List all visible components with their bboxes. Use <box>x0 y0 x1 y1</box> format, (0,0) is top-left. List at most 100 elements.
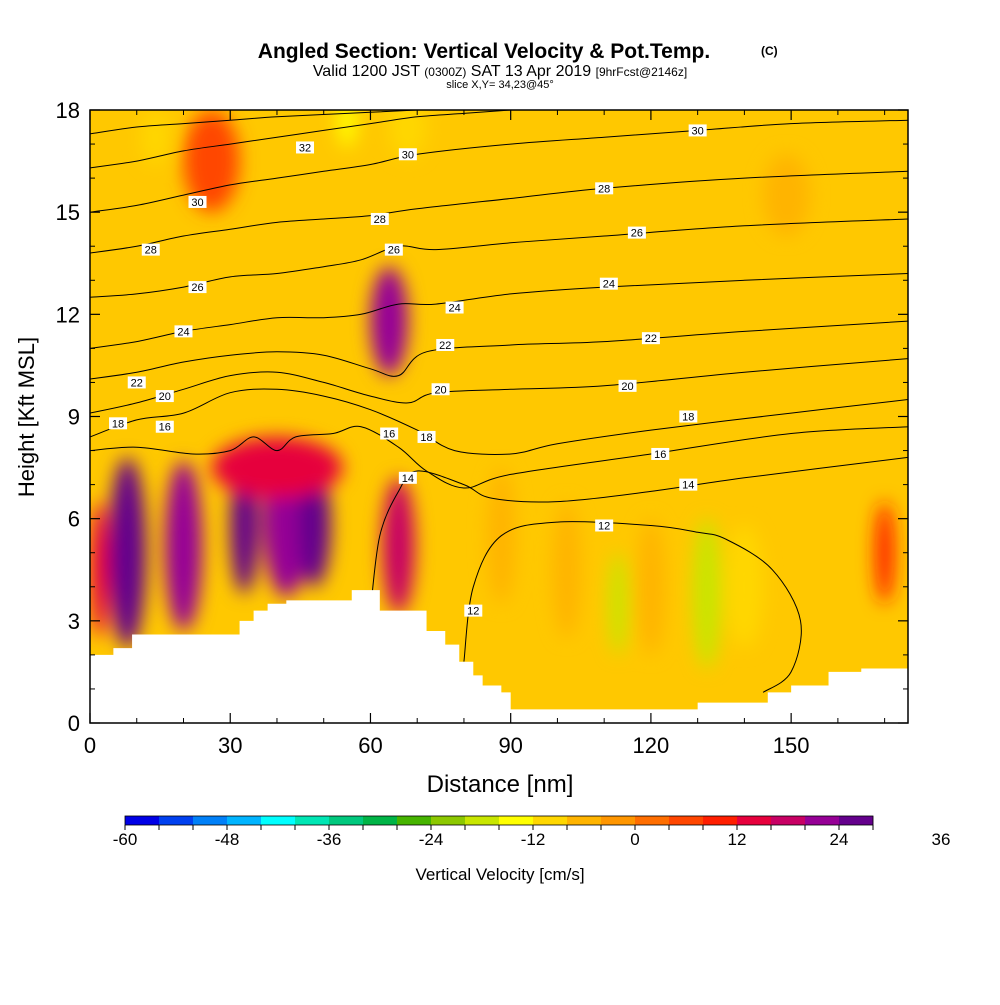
contour-label-bg <box>679 410 698 423</box>
colorbar-tick-label: 0 <box>630 830 639 849</box>
contour-label: 28 <box>145 245 157 257</box>
contour-label: 14 <box>682 480 694 492</box>
contour-label: 20 <box>621 381 633 393</box>
velocity-cell <box>108 457 147 649</box>
y-tick-label: 0 <box>68 711 80 736</box>
axes: 0 30 60 90 120 150 0 3 6 9 12 15 18 <box>56 98 908 758</box>
contour-label-bg <box>155 420 174 433</box>
chart-subtitle: Valid 1200 JST (0300Z) SAT 13 Apr 2019 [… <box>313 63 687 80</box>
contour-label: 12 <box>598 520 610 532</box>
velocity-cell <box>636 518 665 655</box>
chart-title: Angled Section: Vertical Velocity & Pot.… <box>258 40 710 63</box>
x-tick-label: 60 <box>358 733 382 758</box>
colorbar-swatch <box>737 816 772 825</box>
contour-label-bg <box>679 478 698 491</box>
y-tick-label: 6 <box>68 507 80 532</box>
colorbar-swatch <box>771 816 806 825</box>
colorbar-swatch <box>669 816 704 825</box>
colorbar-swatch <box>125 816 160 825</box>
contour-label-bg <box>464 604 483 617</box>
contour-label-bg <box>296 141 315 154</box>
contour-label: 12 <box>467 606 479 618</box>
contour-label: 30 <box>402 149 414 161</box>
colorbar-swatch <box>567 816 602 825</box>
contour-label-bg <box>155 390 174 403</box>
y-tick-label: 15 <box>56 200 80 225</box>
colorbar-tick-label: 12 <box>728 830 747 849</box>
x-tick-label: 0 <box>84 733 96 758</box>
theta-contour-14 <box>370 456 908 611</box>
y-tick-label: 9 <box>68 405 80 430</box>
contour-label-bg <box>445 301 464 314</box>
contour-label: 24 <box>177 326 189 338</box>
contour-label: 22 <box>131 377 143 389</box>
velocity-cell <box>875 501 894 604</box>
colorbar-swatch <box>329 816 364 825</box>
colorbar-tick-label: 36 <box>932 830 951 849</box>
x-tick-label: 90 <box>498 733 522 758</box>
plot-area: 12 12 14 14 16 16 16 18 18 18 20 20 20 22 22 22 24 24 24 26… <box>90 110 908 723</box>
chart-title-units: (C) <box>761 44 778 58</box>
contour-label-bg <box>141 243 160 256</box>
colorbar-tick-label: -12 <box>521 830 546 849</box>
colorbar-swatch <box>601 816 636 825</box>
contour-label-bg <box>188 195 207 208</box>
y-tick-label: 12 <box>56 302 80 327</box>
velocity-cell <box>389 110 427 158</box>
contour-label: 20 <box>159 391 171 403</box>
colorbar-swatch <box>703 816 738 825</box>
colorbar-tick-label: -24 <box>419 830 444 849</box>
contour-label-bg <box>417 430 436 443</box>
velocity-cell <box>725 525 764 649</box>
velocity-cell <box>183 110 240 213</box>
contour-label: 26 <box>388 245 400 257</box>
velocity-cell <box>552 501 581 638</box>
theta-contour-30 <box>90 119 908 213</box>
contour-label-bg <box>127 376 146 389</box>
contour-label: 26 <box>631 228 643 240</box>
contour-label-bg <box>174 325 193 338</box>
colorbar-swatch <box>227 816 262 825</box>
contour-label: 16 <box>654 449 666 461</box>
contour-label-bg <box>599 277 618 290</box>
colorbar-swatch <box>635 816 670 825</box>
contour-label: 24 <box>603 279 615 291</box>
contour-label-bg <box>595 519 614 532</box>
contour-label: 26 <box>191 282 203 294</box>
theta-contour-22 <box>90 320 908 380</box>
contour-label: 14 <box>402 473 414 485</box>
vertical-velocity-field <box>90 110 894 669</box>
contour-label-bg <box>595 182 614 195</box>
contour-labels: 12 12 14 14 16 16 16 18 18 18 20 20 20 22 22 22 24 24 24 26… <box>109 124 707 618</box>
colorbar-swatch <box>499 816 534 825</box>
colorbar-tick-label: -36 <box>317 830 342 849</box>
slice-label: slice X,Y= 34,23@45° <box>446 79 554 91</box>
contour-label: 18 <box>682 412 694 424</box>
contour-label: 24 <box>448 303 460 315</box>
contour-label: 20 <box>434 384 446 396</box>
x-tick-label: 150 <box>773 733 810 758</box>
theta-contour-18 <box>90 388 908 455</box>
colorbar-swatch <box>261 816 296 825</box>
theta-contour-12 <box>463 521 802 693</box>
contour-label: 28 <box>374 214 386 226</box>
velocity-cell <box>211 436 343 499</box>
velocity-cell <box>141 110 170 165</box>
y-tick-label: 18 <box>56 98 80 123</box>
contour-label-bg <box>109 417 128 430</box>
y-axis-label: Height [Kft MSL] <box>14 337 39 497</box>
contour-label: 22 <box>439 340 451 352</box>
contour-label: 28 <box>598 183 610 195</box>
contour-label: 18 <box>420 432 432 444</box>
velocity-cell <box>608 552 628 655</box>
contour-label-bg <box>627 226 646 239</box>
contour-label-bg <box>688 124 707 137</box>
colorbar-tick-label: 24 <box>830 830 849 849</box>
velocity-cell <box>382 477 415 615</box>
colorbar-tick-label: -48 <box>215 830 240 849</box>
colorbar-swatch <box>193 816 228 825</box>
contour-label: 18 <box>112 418 124 430</box>
contour-label: 16 <box>159 422 171 434</box>
